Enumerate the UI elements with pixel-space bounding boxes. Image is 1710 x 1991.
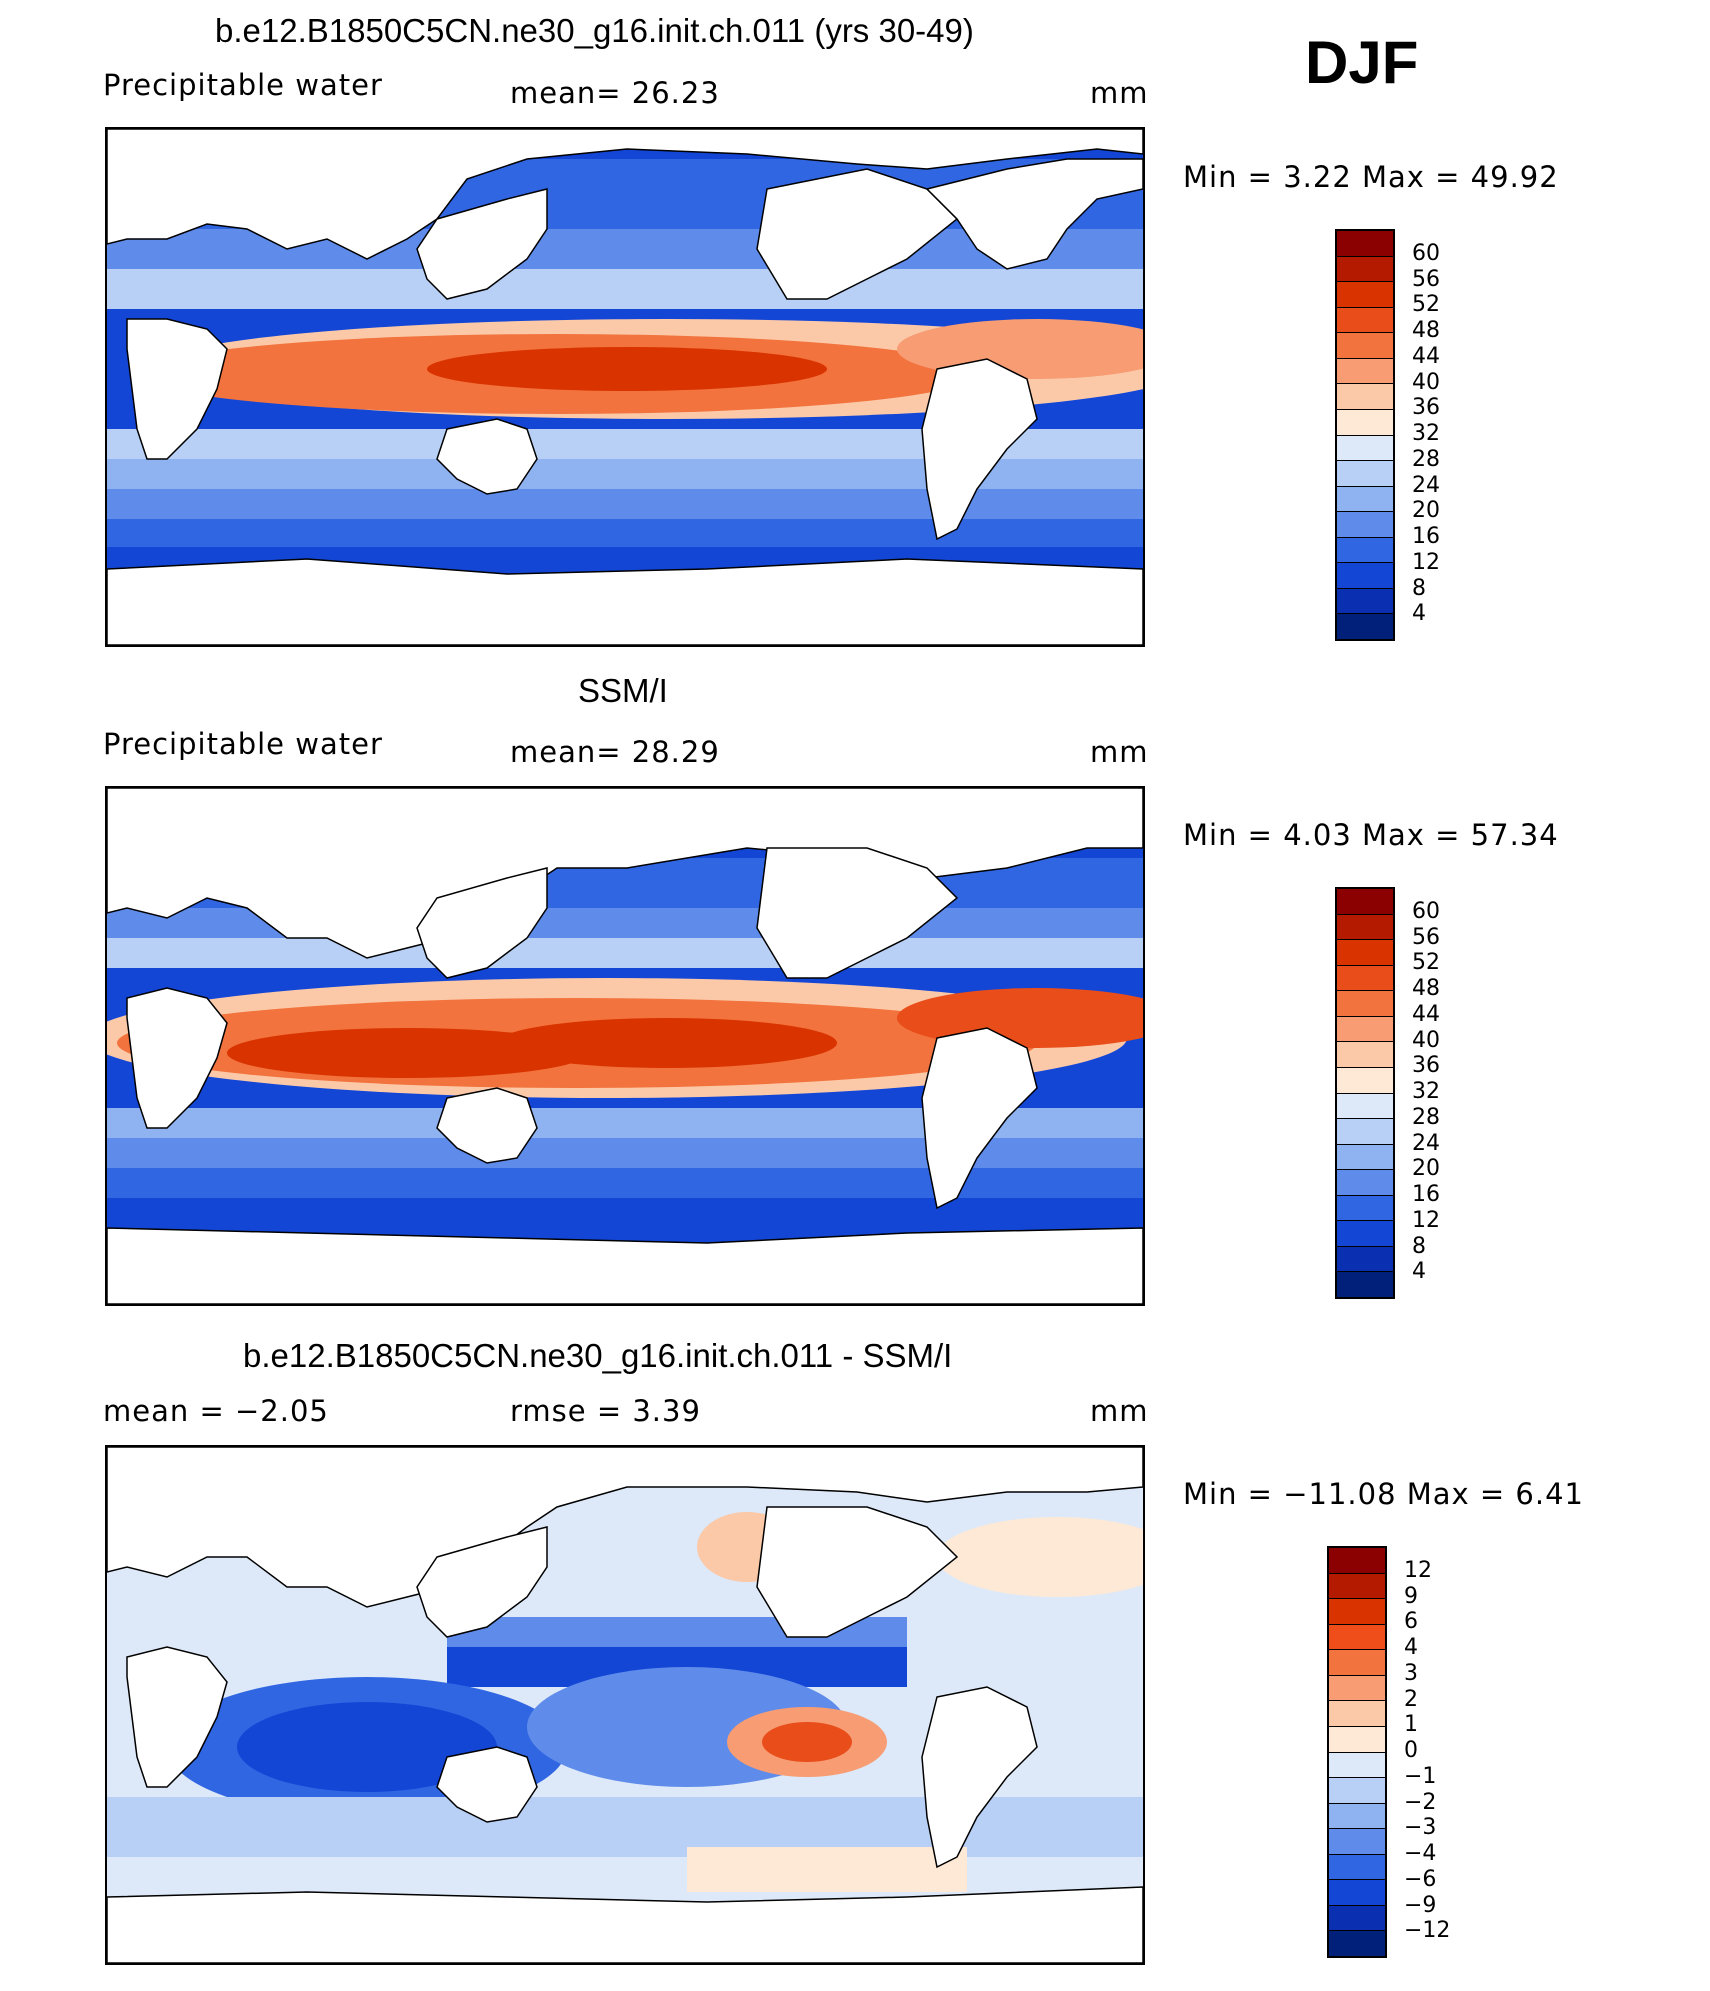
colorbar-tick-label: 16 <box>1412 1182 1440 1207</box>
panel-2-map-svg <box>107 788 1143 1304</box>
colorbar-tick-label: 4 <box>1412 601 1426 627</box>
colorbar-tick-label: 40 <box>1412 369 1440 395</box>
panel-1-map-svg <box>107 129 1143 645</box>
panel-2-mean-label: mean= 28.29 <box>510 735 720 769</box>
colorbar-tick-label: 40 <box>1412 1027 1440 1053</box>
colorbar-tick-label: 52 <box>1412 950 1440 976</box>
panel-1-title: b.e12.B1850C5CN.ne30_g16.init.ch.011 (yr… <box>215 12 974 49</box>
panel-1-variable-label: Precipitable water <box>103 68 383 102</box>
colorbar-tick-label: 1 <box>1404 1712 1418 1738</box>
colorbar-tick-label: −2 <box>1404 1789 1437 1815</box>
colorbar-tick-label: −1 <box>1404 1763 1437 1789</box>
panel-2-units-label: mm <box>1090 735 1149 769</box>
colorbar-tick-label: 56 <box>1412 924 1440 950</box>
panel-1-units-label: mm <box>1090 76 1149 110</box>
colorbar-tick-label: 28 <box>1412 1104 1440 1130</box>
panel-3-map-svg <box>107 1447 1143 1963</box>
colorbar-tick-label: 0 <box>1404 1738 1418 1763</box>
season-label: DJF <box>1305 29 1419 96</box>
colorbar-tick-label: −6 <box>1404 1866 1437 1892</box>
panel-3-colorbar <box>1327 1546 1387 1958</box>
panel-2-minmax: Min = 4.03 Max = 57.34 <box>1183 818 1559 852</box>
colorbar-tick-label: 4 <box>1404 1635 1418 1660</box>
colorbar-tick-label: 44 <box>1412 343 1440 369</box>
panel-1-minmax: Min = 3.22 Max = 49.92 <box>1183 160 1559 194</box>
colorbar-tick-label: 32 <box>1412 421 1440 446</box>
colorbar-tick-label: −3 <box>1404 1815 1437 1841</box>
colorbar-tick-label: 12 <box>1412 549 1440 575</box>
panel-3-minmax: Min = −11.08 Max = 6.41 <box>1183 1477 1584 1511</box>
panel-2-colorbar <box>1335 887 1395 1299</box>
colorbar-tick-label: 12 <box>1412 1207 1440 1233</box>
colorbar-tick-label: 48 <box>1412 976 1440 1001</box>
colorbar-tick-label: 52 <box>1412 292 1440 318</box>
colorbar-tick-label: −9 <box>1404 1892 1437 1918</box>
colorbar-tick-label: 8 <box>1412 575 1426 601</box>
panel-3-map <box>105 1445 1145 1965</box>
colorbar-tick-label: 3 <box>1404 1660 1418 1686</box>
colorbar-tick-label: 20 <box>1412 1156 1440 1182</box>
colorbar-tick-label: 48 <box>1412 318 1440 343</box>
panel-1-mean-label: mean= 26.23 <box>510 76 720 110</box>
panel-3-units-label: mm <box>1090 1394 1149 1428</box>
panel-1-colorbar <box>1335 229 1395 641</box>
colorbar-tick-label: 20 <box>1412 498 1440 524</box>
colorbar-tick-label: 44 <box>1412 1001 1440 1027</box>
colorbar-tick-label: 60 <box>1412 898 1440 924</box>
colorbar-tick-label: 24 <box>1412 1130 1440 1156</box>
panel-3-rmse-label: rmse = 3.39 <box>510 1394 701 1428</box>
colorbar-tick-label: 8 <box>1412 1233 1426 1259</box>
colorbar-tick-label: 36 <box>1412 395 1440 421</box>
colorbar-tick-label: −12 <box>1404 1918 1451 1944</box>
panel-1-map <box>105 127 1145 647</box>
colorbar-tick-label: 36 <box>1412 1053 1440 1079</box>
panel-2-title: SSM/I <box>578 672 668 709</box>
panel-2-map <box>105 786 1145 1306</box>
panel-3-title: b.e12.B1850C5CN.ne30_g16.init.ch.011 - S… <box>243 1337 953 1374</box>
colorbar-tick-label: 56 <box>1412 266 1440 292</box>
colorbar-tick-label: 24 <box>1412 472 1440 498</box>
colorbar-tick-label: 60 <box>1412 240 1440 266</box>
colorbar-tick-label: −4 <box>1404 1841 1437 1866</box>
panel-2-variable-label: Precipitable water <box>103 727 383 761</box>
colorbar-tick-label: 12 <box>1404 1557 1432 1583</box>
colorbar-tick-label: 28 <box>1412 446 1440 472</box>
colorbar-tick-label: 16 <box>1412 524 1440 549</box>
colorbar-tick-label: 6 <box>1404 1609 1418 1635</box>
colorbar-tick-label: 32 <box>1412 1079 1440 1104</box>
colorbar-tick-label: 2 <box>1404 1686 1418 1712</box>
colorbar-tick-label: 4 <box>1412 1259 1426 1285</box>
panel-3-mean-label: mean = −2.05 <box>103 1394 329 1428</box>
colorbar-tick-label: 9 <box>1404 1583 1418 1609</box>
